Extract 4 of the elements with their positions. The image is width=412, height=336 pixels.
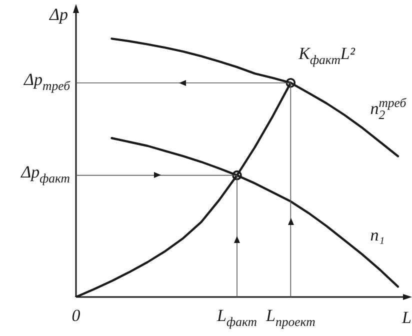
- x-tick-label: 0: [72, 306, 81, 325]
- x-axis-title: L: [401, 308, 412, 327]
- series-label: n₁: [370, 225, 385, 244]
- y-axis-title: Δp: [48, 5, 68, 24]
